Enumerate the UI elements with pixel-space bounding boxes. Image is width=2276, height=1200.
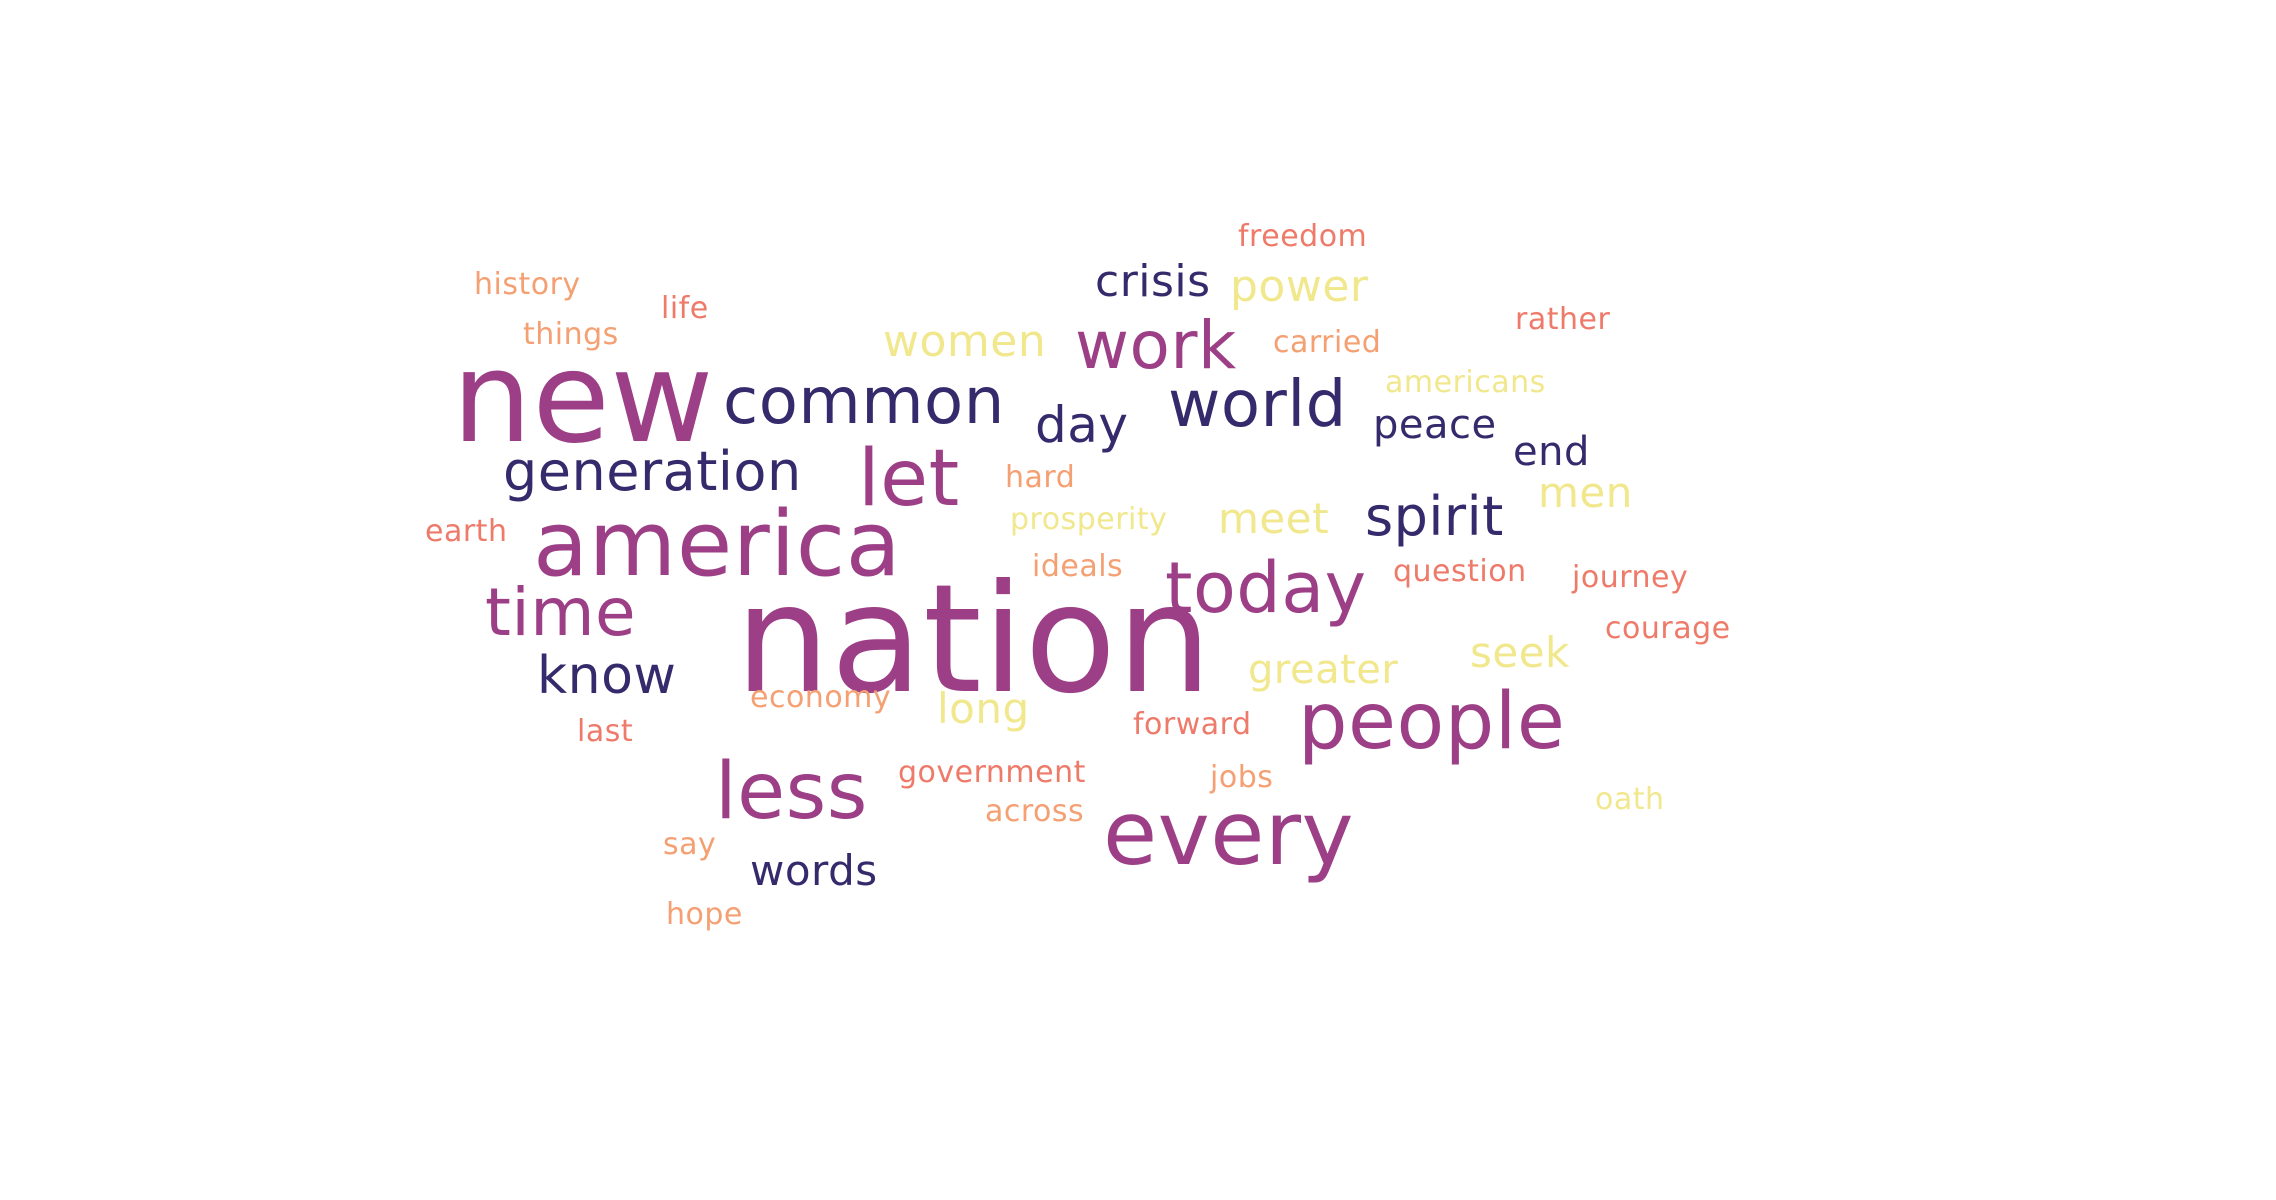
cloud-word: women bbox=[883, 316, 1047, 367]
cloud-word: long bbox=[937, 684, 1030, 733]
cloud-word: meet bbox=[1218, 494, 1330, 543]
cloud-word: say bbox=[663, 827, 717, 862]
cloud-word: peace bbox=[1373, 402, 1497, 448]
cloud-word: common bbox=[723, 365, 1005, 439]
cloud-word: question bbox=[1393, 554, 1527, 589]
cloud-word: economy bbox=[750, 680, 892, 715]
cloud-word: jobs bbox=[1210, 760, 1274, 795]
cloud-word: today bbox=[1165, 547, 1367, 629]
cloud-word: let bbox=[858, 434, 960, 524]
cloud-word: courage bbox=[1605, 611, 1731, 646]
cloud-word: work bbox=[1075, 307, 1237, 384]
cloud-word: greater bbox=[1248, 647, 1399, 693]
cloud-word: things bbox=[523, 317, 619, 352]
cloud-word: people bbox=[1298, 677, 1566, 767]
cloud-word: new bbox=[452, 324, 714, 471]
cloud-word: day bbox=[1035, 396, 1129, 454]
cloud-word: oath bbox=[1595, 782, 1665, 817]
cloud-word: nation bbox=[735, 553, 1213, 727]
cloud-word: power bbox=[1230, 261, 1369, 312]
cloud-word: journey bbox=[1572, 560, 1689, 595]
cloud-word: america bbox=[533, 492, 902, 597]
cloud-word: men bbox=[1538, 468, 1633, 517]
cloud-word: life bbox=[661, 291, 709, 326]
cloud-word: americans bbox=[1385, 365, 1546, 400]
cloud-word: words bbox=[750, 846, 878, 895]
cloud-word: freedom bbox=[1238, 219, 1368, 254]
cloud-word: crisis bbox=[1095, 256, 1211, 307]
cloud-word: forward bbox=[1133, 707, 1252, 742]
cloud-word: know bbox=[537, 646, 677, 706]
cloud-word: earth bbox=[425, 514, 508, 549]
cloud-word: spirit bbox=[1365, 485, 1504, 548]
cloud-word: history bbox=[474, 267, 581, 302]
cloud-word: prosperity bbox=[1010, 502, 1168, 537]
cloud-word: ideals bbox=[1032, 549, 1124, 584]
cloud-word: less bbox=[715, 747, 868, 837]
cloud-word: hope bbox=[666, 897, 743, 932]
cloud-word: time bbox=[485, 574, 637, 651]
cloud-word: government bbox=[898, 755, 1086, 790]
cloud-word: every bbox=[1103, 782, 1355, 885]
cloud-word: seek bbox=[1470, 628, 1570, 677]
cloud-word: hard bbox=[1005, 460, 1076, 495]
cloud-word: end bbox=[1513, 429, 1590, 475]
cloud-word: carried bbox=[1273, 325, 1382, 360]
cloud-word: last bbox=[577, 714, 634, 749]
cloud-word: across bbox=[985, 794, 1085, 829]
cloud-word: rather bbox=[1515, 302, 1611, 337]
cloud-word: world bbox=[1168, 368, 1347, 442]
cloud-word: generation bbox=[503, 440, 802, 503]
